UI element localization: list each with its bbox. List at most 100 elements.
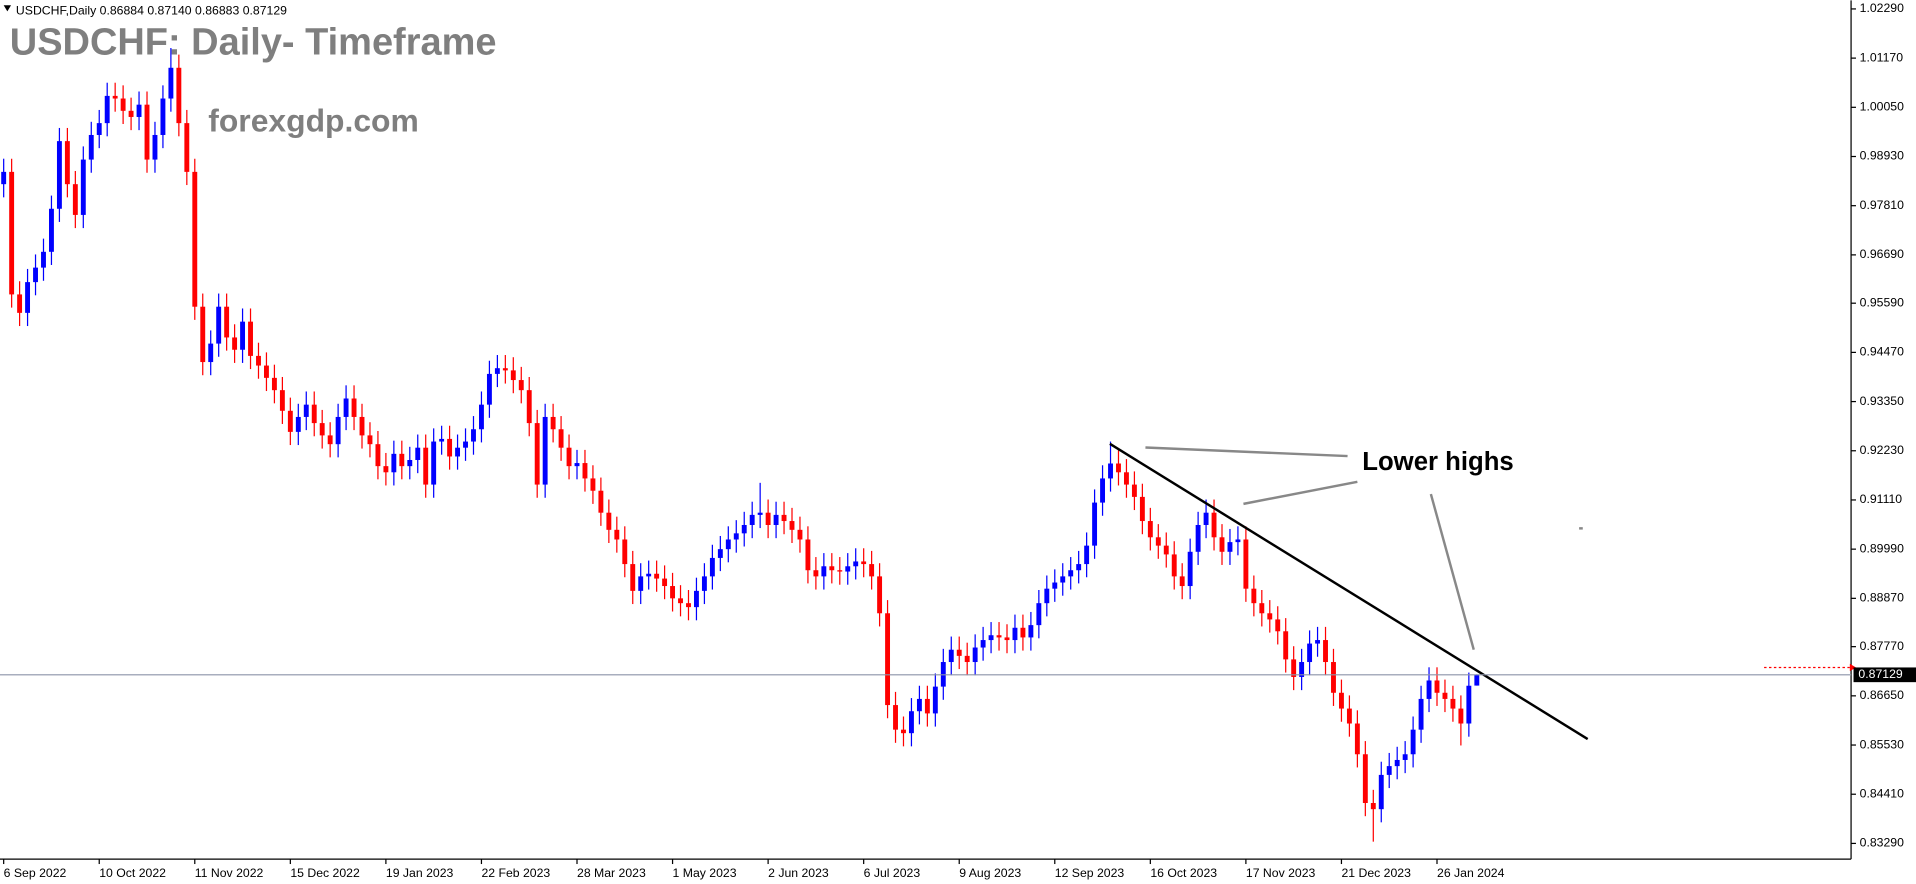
candle-body <box>510 370 516 381</box>
x-tick-label: 9 Aug 2023 <box>959 866 1021 880</box>
candle-body <box>1283 631 1289 660</box>
candle-body <box>526 390 532 424</box>
y-tick-label: 0.98930 <box>1860 149 1904 163</box>
candle-body <box>1331 662 1336 693</box>
candle-body <box>224 306 230 338</box>
candle-body <box>120 98 126 111</box>
candle-body <box>431 441 437 485</box>
candle-body <box>271 377 277 391</box>
x-tick-label: 17 Nov 2023 <box>1246 866 1316 880</box>
candle-body <box>709 557 715 577</box>
x-tick-label: 19 Jan 2023 <box>386 866 454 880</box>
candle-body <box>256 355 261 366</box>
candle-body <box>232 337 238 350</box>
candle-body <box>1450 698 1456 709</box>
candle-body <box>901 729 906 734</box>
candle-body <box>646 573 652 577</box>
candle-body <box>351 398 357 417</box>
candle-body <box>558 429 564 448</box>
candle-body <box>773 514 779 525</box>
candle-body <box>415 447 421 460</box>
candle-body <box>1028 625 1034 638</box>
candle-body <box>1267 613 1273 620</box>
candle-body <box>335 416 341 445</box>
candle-body <box>1195 524 1201 552</box>
candle-body <box>1 171 7 185</box>
last-price-label: 0.87129 <box>1858 667 1902 681</box>
candle-body <box>1394 759 1400 767</box>
candle-body <box>471 429 476 442</box>
candle-body <box>757 512 763 515</box>
candle-body <box>56 141 62 209</box>
y-tick-label: 0.89990 <box>1860 541 1904 555</box>
candle-body <box>494 368 500 374</box>
candle-body <box>1211 512 1217 538</box>
y-tick-label: 1.01170 <box>1860 50 1904 64</box>
candle-body <box>447 438 453 457</box>
y-tick-label: 0.92230 <box>1860 443 1904 457</box>
candle-body <box>1418 698 1424 730</box>
candle-body <box>1076 564 1082 571</box>
candle-body <box>327 435 333 445</box>
candle-body <box>311 404 317 424</box>
candle-body <box>1426 680 1432 699</box>
candle-body <box>1060 576 1066 583</box>
candle-body <box>1442 692 1448 699</box>
chart-subtitle: forexgdp.com <box>208 102 419 138</box>
candle-body <box>789 521 795 530</box>
candle-body <box>486 373 492 405</box>
last-price-arrow-head <box>1849 663 1856 672</box>
candle-body <box>184 123 190 172</box>
candle-body <box>1044 588 1050 604</box>
candle-body <box>885 613 891 706</box>
candle-body <box>248 321 253 356</box>
candle-body <box>821 566 827 577</box>
candle-body <box>1402 754 1408 760</box>
candle-body <box>41 251 46 268</box>
plot-area <box>1 48 1480 842</box>
candle-body <box>972 647 978 663</box>
candle-body <box>701 576 707 591</box>
y-tick-label: 1.00050 <box>1860 100 1904 114</box>
candle-body <box>1147 521 1153 538</box>
candle-body <box>216 306 222 344</box>
candle-body <box>630 564 636 591</box>
candle-body <box>383 466 389 473</box>
y-tick-label: 0.91110 <box>1860 492 1903 506</box>
candle-body <box>1155 537 1161 546</box>
candle-body <box>1219 537 1225 552</box>
candle-body <box>1307 643 1313 663</box>
candle-body <box>1434 680 1440 693</box>
candle-body <box>391 453 397 473</box>
y-tick-label: 0.87770 <box>1860 639 1904 653</box>
x-tick-label: 12 Sep 2023 <box>1055 866 1125 880</box>
candle-body <box>1203 512 1209 525</box>
candle-body <box>295 416 301 432</box>
candle-body <box>693 590 699 608</box>
candle-body <box>168 67 174 99</box>
candle-body <box>1092 502 1098 546</box>
candle-body <box>686 603 691 608</box>
candle-body <box>279 390 285 411</box>
candle-body <box>1291 659 1297 677</box>
x-tick-label: 26 Jan 2024 <box>1437 866 1505 880</box>
x-tick-label: 10 Oct 2022 <box>99 866 166 880</box>
candle-body <box>1187 551 1193 587</box>
candle-body <box>988 635 994 641</box>
y-tick-label: 1.02290 <box>1860 1 1904 15</box>
candle-body <box>805 539 811 571</box>
candle-body <box>749 514 755 525</box>
x-tick-label: 2 Jun 2023 <box>768 866 829 880</box>
last-price-box <box>1853 667 1916 683</box>
dot <box>1579 527 1583 530</box>
candle-body <box>72 184 78 215</box>
candle-body <box>479 404 484 430</box>
candle-body <box>1171 554 1177 577</box>
candle-body <box>343 398 349 417</box>
candle-body <box>980 640 986 648</box>
candle-body <box>399 453 405 467</box>
chart-title: USDCHF: Daily- Timeframe <box>10 21 497 63</box>
candle-body <box>375 444 381 467</box>
candle-body <box>200 306 206 363</box>
